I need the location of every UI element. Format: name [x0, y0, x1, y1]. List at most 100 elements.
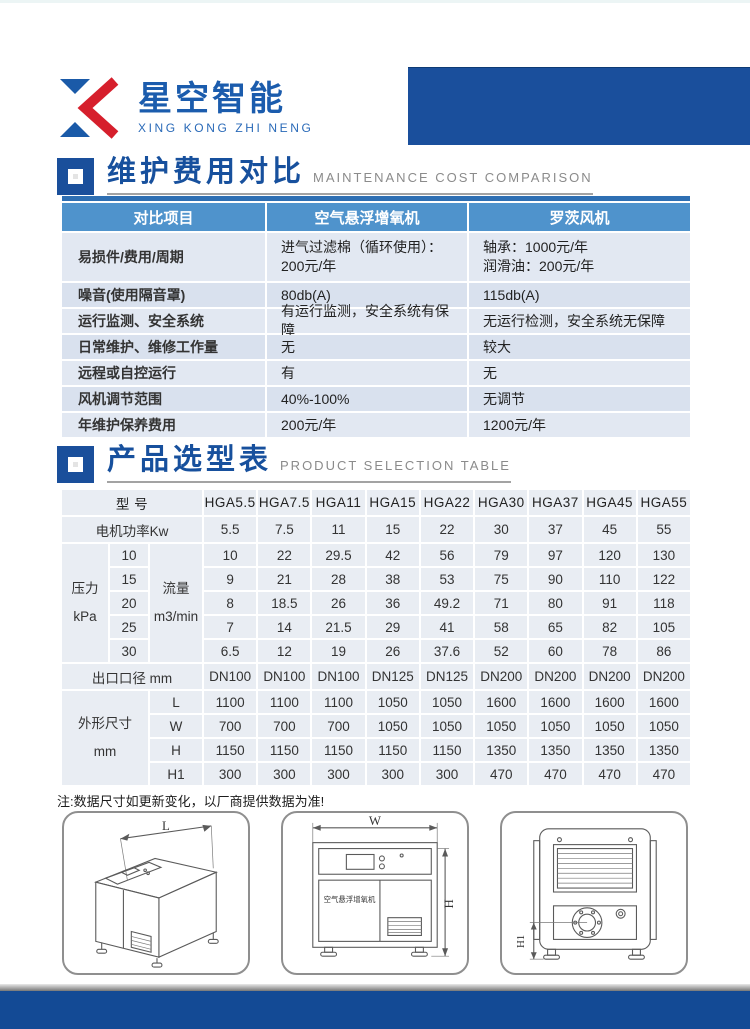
flow-value-1-1: 21 [258, 568, 311, 590]
logo-x-icon [60, 77, 119, 139]
dim-value-1-5: 1050 [475, 715, 528, 737]
pressure-value-0: 10 [110, 544, 148, 566]
flow-value-4-4: 37.6 [420, 640, 474, 662]
flow-value-2-1: 18.5 [258, 592, 311, 614]
flow-value-0-1: 22 [258, 544, 311, 566]
section2-underline [107, 481, 511, 483]
rear-view-drawing: H1 [515, 828, 657, 960]
flow-value-0-4: 56 [420, 544, 474, 566]
section-maintenance-header: 维护费用对比 MAINTENANCE COST COMPARISON [57, 158, 593, 195]
dim-value-2-8: 1350 [637, 739, 690, 761]
dim-value-3-4: 300 [420, 763, 474, 785]
dim-value-3-2: 300 [312, 763, 365, 785]
flow-value-4-6: 60 [529, 640, 582, 662]
flow-value-2-3: 36 [366, 592, 419, 614]
comparison-header-2: 罗茨风机 [469, 203, 690, 231]
dim-name-1: W [150, 715, 202, 737]
flow-value-3-1: 14 [258, 616, 311, 638]
dim-value-0-2: 1100 [312, 691, 365, 713]
dim-value-0-0: 1100 [204, 691, 257, 713]
power-value-8: 55 [637, 517, 690, 542]
pressure-value-3: 25 [110, 616, 148, 638]
comparison-table-top-strip [62, 196, 690, 201]
comparison-row-2-cell-1: 有运行监测，安全系统有保障 [267, 303, 467, 338]
dim-value-1-3: 1050 [366, 715, 419, 737]
pressure-value-2: 20 [110, 592, 148, 614]
section-bullet-inner [68, 457, 83, 472]
dim-value-0-6: 1600 [529, 691, 582, 713]
outlet-label: 出口口径 mm [62, 664, 202, 689]
dim-label-h1: H1 [515, 935, 527, 948]
dim-value-2-6: 1350 [529, 739, 582, 761]
dim-value-2-0: 1150 [204, 739, 257, 761]
comparison-row-1-label: 噪音(使用隔音罩) [62, 283, 265, 307]
outlet-value-6: DN200 [529, 664, 582, 689]
flow-value-3-7: 82 [583, 616, 636, 638]
dim-name-3: H1 [150, 763, 202, 785]
drawing-front-box: W 空气悬浮增氧机 [281, 811, 469, 975]
comparison-table-grid: 对比项目 空气悬浮增氧机 罗茨风机 易损件/费用/周期 进气过滤棉（循环使用）： 200… [62, 203, 690, 437]
section1-title: 维护费用对比 [107, 156, 306, 188]
section1-subtitle: MAINTENANCE COST COMPARISON [313, 170, 593, 185]
section2-titles: 产品选型表 PRODUCT SELECTION TABLE [107, 446, 511, 483]
power-label: 电机功率Kw [62, 517, 202, 542]
comparison-row-6-cell-2: 1200元/年 [469, 413, 690, 437]
comparison-row-6-label: 年维护保养费用 [62, 413, 265, 437]
flow-value-1-5: 75 [475, 568, 528, 590]
comparison-row-2-cell-2: 无运行检测，安全系统无保障 [469, 309, 690, 333]
dim-value-2-3: 1150 [366, 739, 419, 761]
flow-value-1-8: 122 [637, 568, 690, 590]
flow-value-3-2: 21.5 [312, 616, 365, 638]
dimension-drawings: L [62, 811, 688, 975]
flow-value-3-5: 58 [475, 616, 528, 638]
product-selection-table: 型 号 HGA5.5 HGA7.5 HGA11 HGA15 HGA22 HGA30 HGA37… [62, 490, 690, 785]
dim-value-1-6: 1050 [529, 715, 582, 737]
drawing-isometric-box: L [62, 811, 250, 975]
flow-value-4-8: 86 [637, 640, 690, 662]
power-value-1: 7.5 [258, 517, 311, 542]
flow-value-3-3: 29 [366, 616, 419, 638]
flow-value-2-0: 8 [204, 592, 257, 614]
comparison-row-3-cell-1: 无 [267, 335, 467, 359]
flow-value-4-3: 26 [366, 640, 419, 662]
model-col-4: HGA22 [420, 490, 474, 515]
flow-value-2-2: 26 [312, 592, 365, 614]
outlet-value-1: DN100 [258, 664, 311, 689]
dim-label-w: W [369, 815, 382, 828]
dim-label-h: H [442, 899, 456, 908]
outlet-value-4: DN125 [420, 664, 474, 689]
model-header-label: 型 号 [62, 490, 202, 515]
outlet-value-7: DN200 [583, 664, 636, 689]
comparison-header-1: 空气悬浮增氧机 [267, 203, 467, 231]
comparison-header-0: 对比项目 [62, 203, 265, 231]
dim-value-1-7: 1050 [583, 715, 636, 737]
dim-value-3-5: 470 [475, 763, 528, 785]
flow-value-0-7: 120 [583, 544, 636, 566]
comparison-row-2-label: 运行监测、安全系统 [62, 309, 265, 333]
comparison-row-6-cell-1: 200元/年 [267, 413, 467, 437]
flow-value-3-6: 65 [529, 616, 582, 638]
flow-value-4-2: 19 [312, 640, 365, 662]
model-col-2: HGA11 [312, 490, 365, 515]
flow-value-1-2: 28 [312, 568, 365, 590]
flow-value-0-8: 130 [637, 544, 690, 566]
dim-value-0-5: 1600 [475, 691, 528, 713]
top-edge-strip [0, 0, 750, 3]
dim-value-3-8: 470 [637, 763, 690, 785]
outlet-value-2: DN100 [312, 664, 365, 689]
flow-value-2-7: 91 [583, 592, 636, 614]
power-value-2: 11 [312, 517, 365, 542]
comparison-row-0-label: 易损件/费用/周期 [62, 233, 265, 281]
comparison-row-4-label: 远程或自控运行 [62, 361, 265, 385]
outlet-value-0: DN100 [204, 664, 257, 689]
flow-value-4-0: 6.5 [204, 640, 257, 662]
dim-value-3-0: 300 [204, 763, 257, 785]
outlet-value-5: DN200 [475, 664, 528, 689]
logo-text: 星空智能 XING KONG ZHI NENG [138, 81, 313, 134]
dim-label-l: L [162, 819, 170, 833]
dim-value-2-2: 1150 [312, 739, 365, 761]
comparison-row-5-cell-2: 无调节 [469, 387, 690, 411]
flow-value-2-5: 71 [475, 592, 528, 614]
dim-value-2-4: 1150 [420, 739, 474, 761]
power-value-6: 37 [529, 517, 582, 542]
